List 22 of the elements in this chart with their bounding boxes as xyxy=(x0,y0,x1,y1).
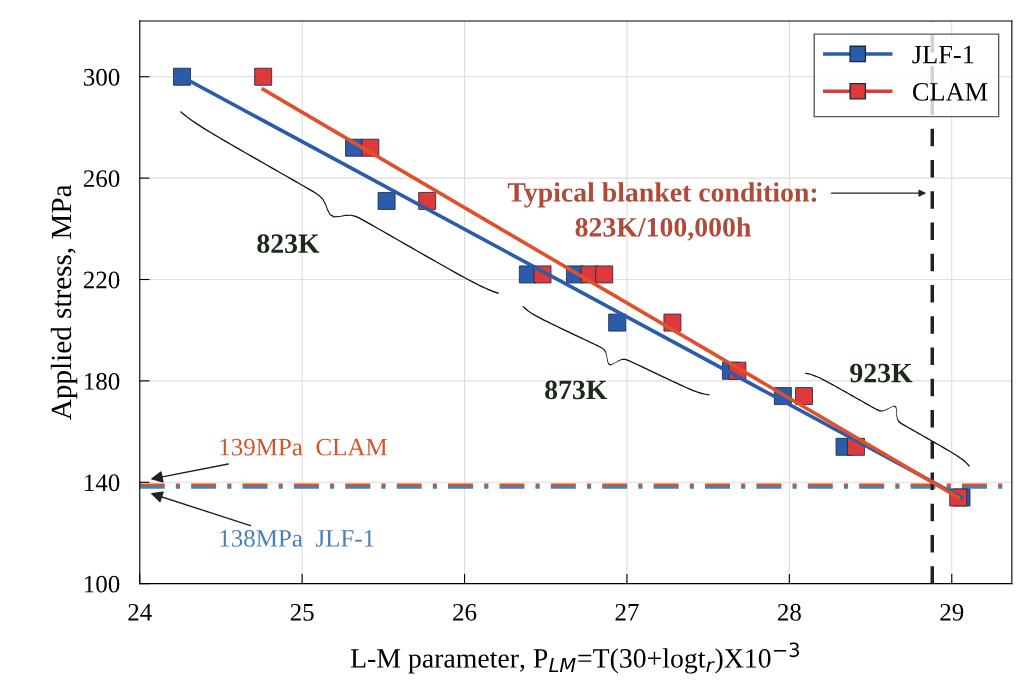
y-tick-label: 300 xyxy=(83,68,120,86)
annotation: 873K xyxy=(545,380,608,400)
legend-label: JLF-1 xyxy=(912,45,974,64)
annotation: Typical blanket condition: 823K/100,000h xyxy=(507,182,817,241)
y-tick-label: 220 xyxy=(83,271,120,289)
x-tick-label: 27 xyxy=(615,603,639,621)
y-axis-title: Applied stress, MPa xyxy=(50,184,78,420)
y-tick-label: 100 xyxy=(84,575,120,593)
y-tick-label: 140 xyxy=(84,474,120,492)
legend-label: CLAM xyxy=(912,83,988,101)
x-tick-label: 24 xyxy=(128,603,152,621)
x-tick-label: 25 xyxy=(290,603,314,621)
ref-line-label: 138MPa JLF-1 xyxy=(220,529,374,547)
x-tick-label: 29 xyxy=(940,603,964,621)
x-tick-label: 26 xyxy=(453,603,477,621)
y-tick-label: 260 xyxy=(83,170,120,188)
annotation: 823K xyxy=(257,234,320,253)
y-tick-label: 180 xyxy=(84,372,120,390)
annotation: 923K xyxy=(850,363,913,383)
x-axis-title: L-M parameter, P$_{LM}$=T(30+logt$_{r}$)X10$^{−3}$ xyxy=(350,642,799,674)
x-tick-label: 28 xyxy=(777,603,801,621)
ref-line-label: 139MPa CLAM xyxy=(220,438,387,456)
